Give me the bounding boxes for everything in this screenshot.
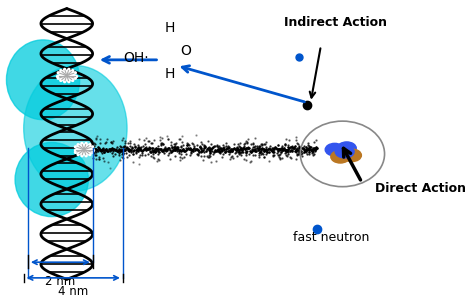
Ellipse shape [24,66,127,191]
Text: OH·: OH· [123,52,148,66]
Circle shape [337,142,356,154]
Circle shape [342,149,361,162]
Text: 4 nm: 4 nm [58,285,88,298]
Ellipse shape [15,142,88,217]
Text: Indirect Action: Indirect Action [284,16,387,29]
Text: H: H [165,21,175,35]
Circle shape [331,150,350,163]
Circle shape [325,143,344,156]
Text: Direct Action: Direct Action [375,181,466,195]
Text: fast neutron: fast neutron [293,232,370,244]
Text: 2 nm: 2 nm [45,275,75,288]
Text: O: O [180,44,191,58]
Text: H: H [165,67,175,81]
Ellipse shape [7,40,80,120]
Circle shape [335,145,354,158]
